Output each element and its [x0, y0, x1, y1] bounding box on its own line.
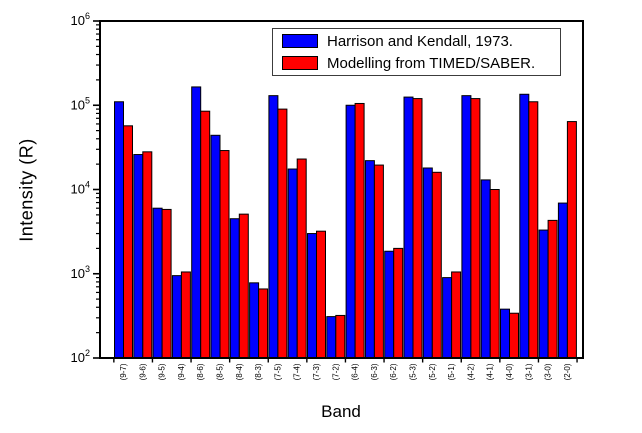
x-tick-label-(9-5): (9-5): [158, 363, 167, 380]
bar-blue-(5-2): [422, 167, 433, 359]
bar-red-(2-0): [566, 121, 577, 359]
y-tick-label: 103: [71, 264, 90, 281]
legend-label-series2: Modelling from TIMED/SABER.: [327, 54, 536, 72]
bar-blue-(9-4): [171, 275, 182, 359]
bar-red-(4-0): [509, 312, 519, 359]
x-tick-label-(5-3): (5-3): [409, 363, 418, 380]
bar-red-(7-5): [277, 108, 288, 359]
bar-red-(6-3): [373, 164, 384, 359]
bar-red-(4-1): [489, 189, 500, 359]
x-tick-label-(6-3): (6-3): [370, 363, 379, 380]
x-tick-label-(4-0): (4-0): [505, 363, 514, 380]
x-tick-label-(7-4): (7-4): [293, 363, 302, 380]
x-tick-label-(8-5): (8-5): [216, 363, 225, 380]
bar-blue-(6-2): [384, 250, 395, 359]
x-tick-label-(4-1): (4-1): [486, 363, 495, 380]
bar-blue-(7-4): [287, 168, 298, 359]
bar-red-(5-1): [451, 271, 462, 359]
bar-red-(3-0): [547, 219, 558, 359]
x-tick-label-(6-4): (6-4): [351, 363, 360, 380]
x-tick-label-(7-5): (7-5): [273, 363, 282, 380]
bar-blue-(9-6): [133, 154, 144, 359]
x-tick-label-(9-4): (9-4): [177, 363, 186, 380]
bar-blue-(9-5): [152, 207, 163, 359]
bar-blue-(4-0): [500, 308, 510, 359]
bar-red-(8-5): [219, 150, 230, 359]
bar-blue-(4-2): [461, 95, 472, 359]
bar-red-(9-6): [142, 151, 153, 359]
bar-blue-(9-7): [114, 101, 124, 359]
x-tick-label-(5-2): (5-2): [428, 363, 437, 380]
legend: Harrison and Kendall, 1973. Modelling fr…: [272, 28, 561, 76]
legend-swatch-red: [282, 56, 318, 70]
plot-frame: [99, 20, 584, 359]
legend-label-series1: Harrison and Kendall, 1973.: [327, 32, 513, 50]
y-tick-label: 104: [71, 180, 90, 197]
bar-red-(5-3): [412, 98, 423, 359]
x-tick-label-(5-1): (5-1): [447, 363, 456, 380]
bar-red-(6-4): [354, 102, 365, 359]
x-tick-label-(8-6): (8-6): [196, 363, 205, 380]
bar-blue-(2-0): [557, 202, 568, 359]
x-tick-label-(7-3): (7-3): [312, 363, 321, 380]
legend-row-series1: Harrison and Kendall, 1973.: [282, 31, 560, 51]
y-tick-label: 106: [71, 11, 90, 28]
bar-red-(3-1): [528, 101, 539, 359]
bar-blue-(8-5): [210, 134, 221, 359]
x-axis-title: Band: [321, 402, 361, 421]
bar-blue-(3-0): [538, 229, 549, 359]
bar-blue-(7-5): [268, 95, 279, 359]
legend-swatch-blue: [282, 34, 318, 48]
bar-blue-(8-6): [191, 86, 202, 359]
bar-blue-(7-2): [326, 316, 337, 359]
bar-red-(4-2): [470, 98, 481, 359]
y-axis-title: Intensity (R): [16, 138, 37, 242]
x-tick-label-(8-4): (8-4): [235, 363, 244, 380]
bar-blue-(7-3): [307, 233, 317, 359]
bar-blue-(4-1): [480, 179, 491, 359]
bar-red-(9-7): [123, 125, 133, 359]
bar-blue-(5-1): [442, 277, 453, 359]
x-tick-label-(3-0): (3-0): [544, 363, 553, 380]
y-tick-label: 102: [71, 348, 90, 365]
y-tick-label: 105: [71, 95, 90, 112]
bar-blue-(8-3): [249, 282, 260, 359]
bar-red-(9-4): [180, 271, 191, 359]
bar-red-(8-3): [258, 288, 269, 359]
bar-blue-(6-3): [364, 160, 375, 359]
bar-red-(7-2): [335, 314, 346, 359]
bar-red-(5-2): [431, 171, 442, 359]
x-tick-label-(8-3): (8-3): [254, 363, 263, 380]
x-tick-label-(2-0): (2-0): [563, 363, 572, 380]
x-tick-label-(7-2): (7-2): [331, 363, 340, 380]
x-tick-label-(6-2): (6-2): [389, 363, 398, 380]
bar-red-(8-6): [200, 110, 211, 359]
bar-red-(9-5): [161, 208, 172, 359]
legend-row-series2: Modelling from TIMED/SABER.: [282, 53, 560, 73]
x-tick-label-(9-6): (9-6): [138, 363, 147, 380]
x-tick-label-(3-1): (3-1): [524, 363, 533, 380]
x-tick-label-(9-7): (9-7): [119, 363, 128, 380]
bar-red-(7-3): [316, 230, 326, 359]
bar-blue-(8-4): [229, 218, 240, 359]
bar-blue-(3-1): [519, 93, 530, 359]
x-tick-label-(4-2): (4-2): [466, 363, 475, 380]
bar-red-(8-4): [238, 213, 249, 359]
bar-blue-(5-3): [403, 96, 414, 359]
bar-red-(7-4): [296, 158, 307, 359]
bar-blue-(6-4): [345, 104, 356, 359]
bar-red-(6-2): [393, 247, 404, 359]
